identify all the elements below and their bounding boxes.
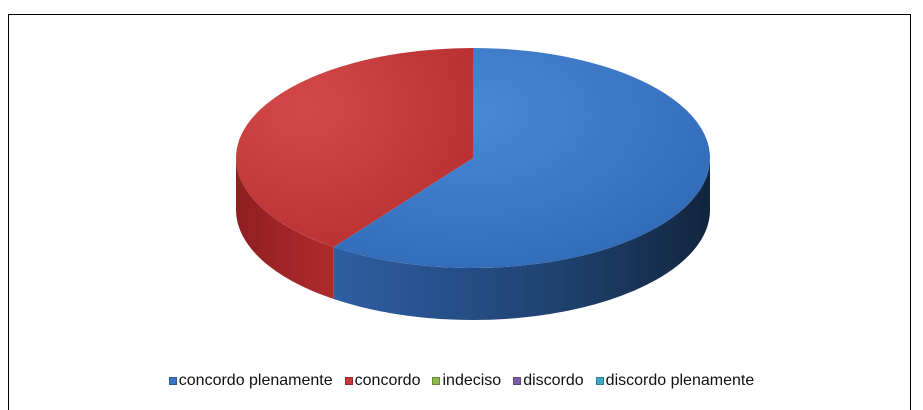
legend-label: discordo plenamente bbox=[605, 372, 755, 389]
pie-slice-concordo bbox=[236, 48, 473, 247]
pie-chart bbox=[236, 48, 710, 321]
legend-label: concordo bbox=[354, 372, 421, 389]
chart-legend: concordo plenamente concordo indeciso disco… bbox=[0, 372, 923, 390]
legend-item-concordo-plenamente: concordo plenamente bbox=[168, 372, 333, 390]
legend-swatch bbox=[513, 377, 522, 385]
legend-label: indeciso bbox=[442, 372, 502, 389]
legend-item-discordo: discordo bbox=[513, 372, 584, 390]
pie-slice-concordo-side bbox=[236, 158, 334, 299]
legend-swatch bbox=[595, 377, 604, 385]
legend-swatch bbox=[168, 377, 177, 385]
chart-frame bbox=[8, 14, 911, 410]
legend-item-indeciso: indeciso bbox=[432, 372, 501, 390]
legend-swatch bbox=[344, 377, 353, 385]
legend-label: discordo bbox=[523, 372, 584, 389]
pie-slice-concordo-plenamente-side bbox=[333, 158, 710, 321]
legend-swatch bbox=[432, 377, 441, 385]
legend-item-discordo-plenamente: discordo plenamente bbox=[595, 372, 755, 390]
legend-label: concordo plenamente bbox=[178, 372, 333, 389]
pie-slice-concordo-plenamente bbox=[333, 48, 710, 269]
legend-item-concordo: concordo bbox=[344, 372, 421, 390]
